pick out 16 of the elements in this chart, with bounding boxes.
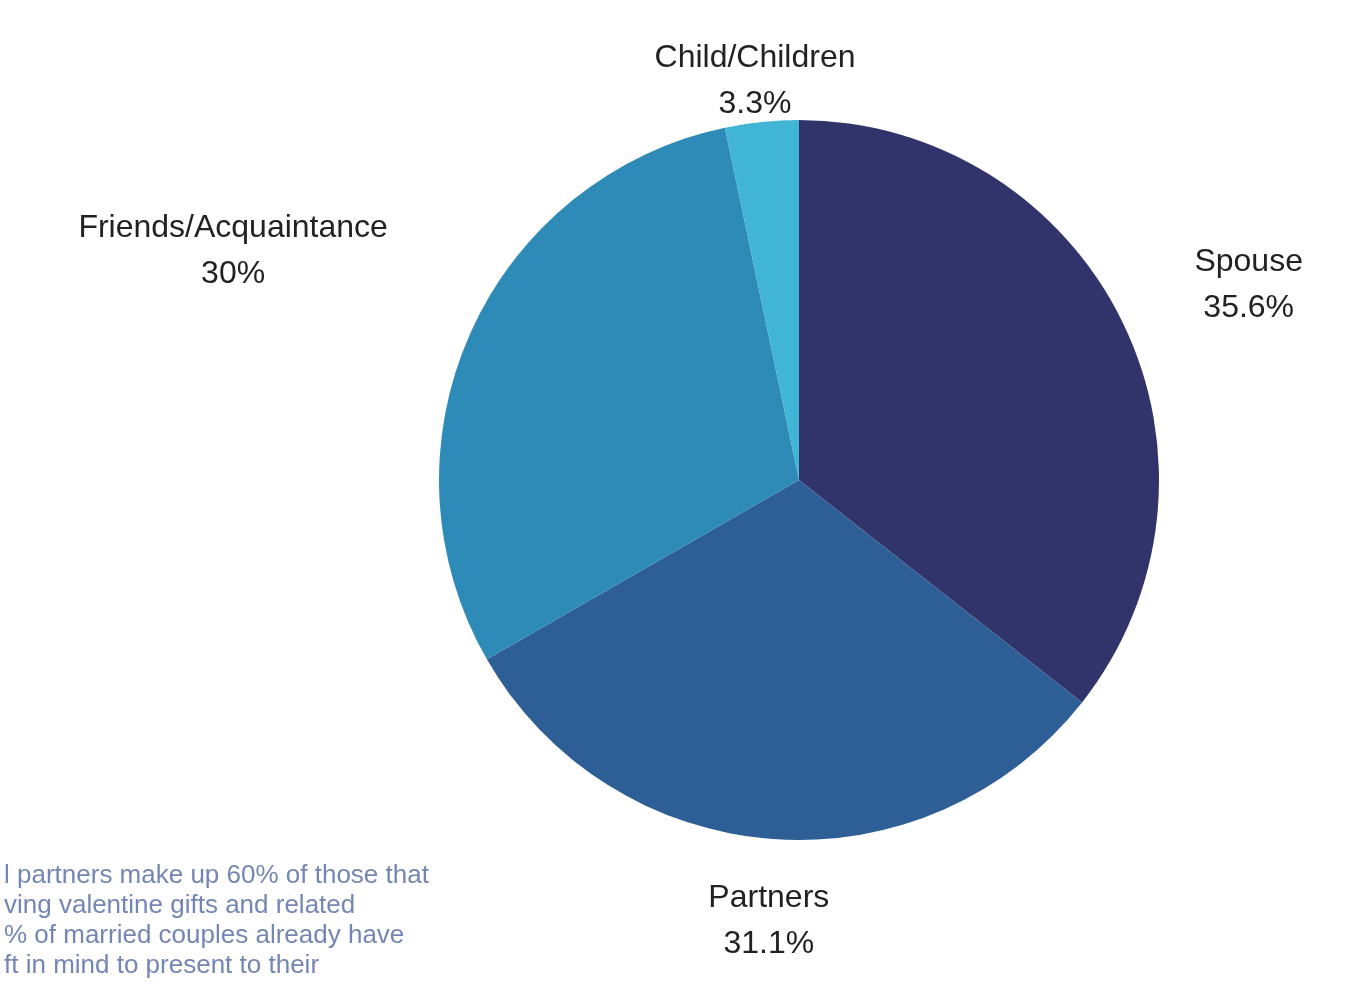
pie-slice — [486, 480, 1083, 840]
data-label: 3.3% — [718, 84, 792, 121]
slice-label: Partners — [708, 877, 830, 914]
pie-slice — [799, 120, 1159, 703]
pie-slice — [724, 120, 799, 480]
data-label: 31.1% — [723, 923, 815, 960]
text: l partners make up 60% of those that — [4, 859, 430, 889]
slice-label: Spouse — [1194, 242, 1303, 279]
pie-slice — [439, 127, 799, 660]
data-label: 30% — [201, 253, 266, 290]
text: % of married couples already have — [4, 919, 405, 949]
slice-label: Friends/Acquaintance — [78, 207, 388, 244]
text: ving valentine gifts and related — [4, 889, 356, 919]
data-label: 35.6% — [1203, 288, 1295, 325]
text: ft in mind to present to their — [4, 949, 320, 979]
slice-label: Child/Children — [654, 38, 856, 75]
